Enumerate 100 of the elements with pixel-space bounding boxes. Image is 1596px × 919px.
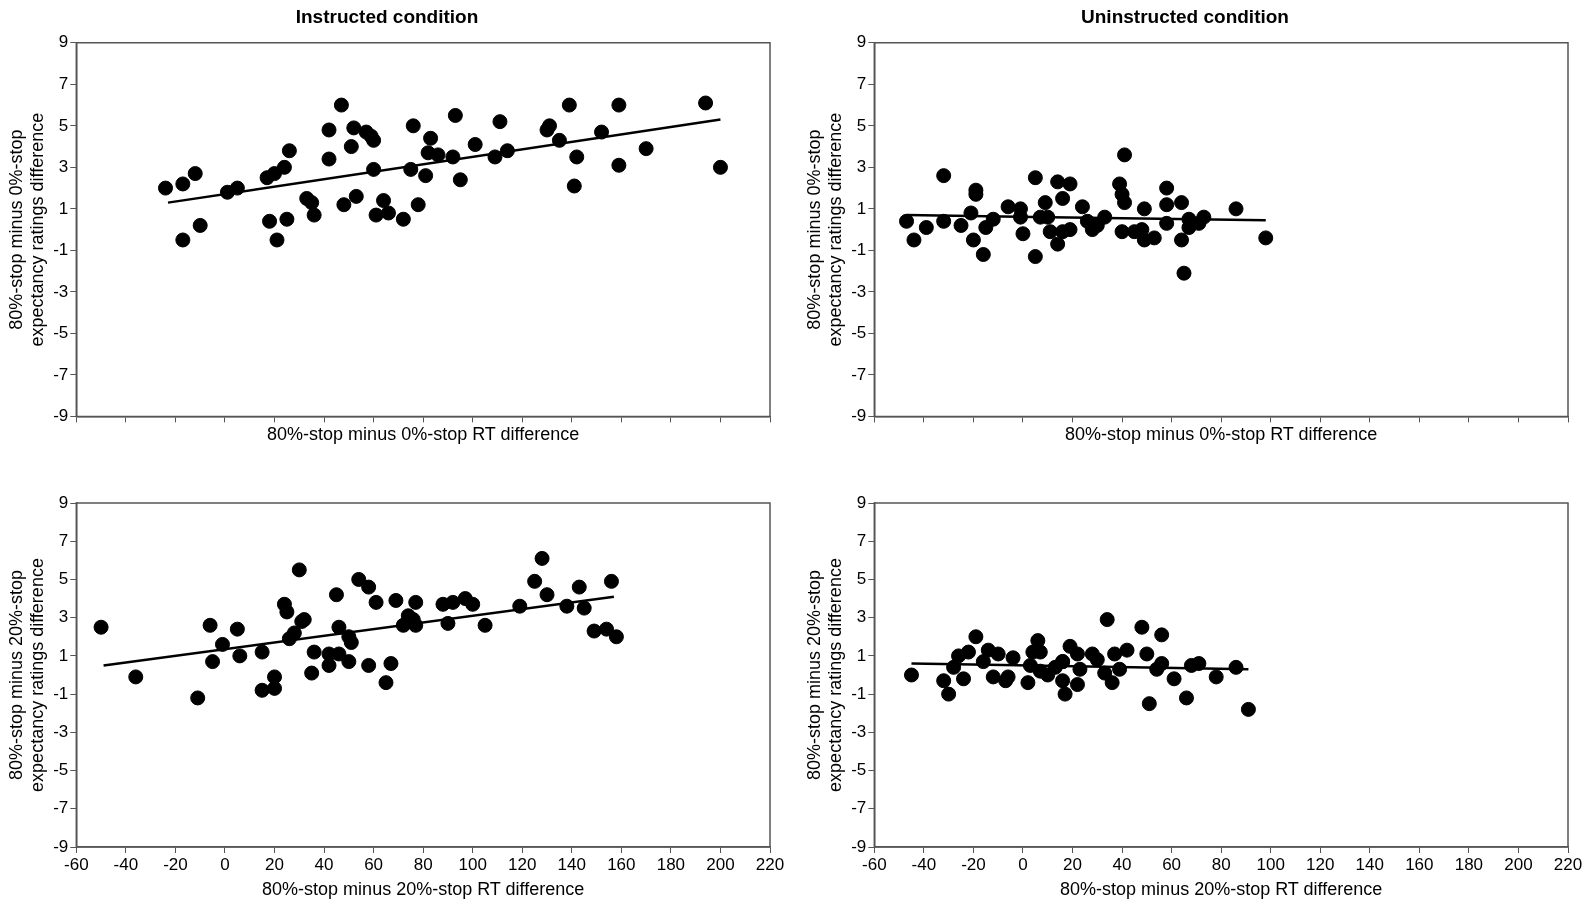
y-axis-title: 80%-stop minus 0%-stop expectancy ratings difference <box>803 112 846 347</box>
point <box>985 669 1001 685</box>
point <box>254 682 270 698</box>
point <box>276 159 292 175</box>
point <box>304 665 320 681</box>
point <box>1072 661 1088 677</box>
point <box>403 161 419 177</box>
x-axis-title: 80%-stop minus 20%-stop RT difference <box>262 879 585 900</box>
point <box>1159 180 1175 196</box>
point <box>279 604 295 620</box>
point <box>534 550 550 566</box>
point <box>1228 659 1244 675</box>
point <box>492 114 508 130</box>
y-tick-label: 9 <box>58 32 69 52</box>
point <box>93 619 109 635</box>
point <box>1114 224 1130 240</box>
point <box>1159 197 1175 213</box>
point <box>936 168 952 184</box>
point <box>603 573 619 589</box>
point <box>408 594 424 610</box>
point <box>378 675 394 691</box>
y-tick-label: 1 <box>58 645 69 665</box>
point <box>551 132 567 148</box>
point <box>1089 652 1105 668</box>
point <box>1240 701 1256 717</box>
point <box>1196 209 1212 225</box>
y-tick-label: 5 <box>856 115 867 135</box>
point <box>698 95 714 111</box>
point <box>229 621 245 637</box>
point <box>1154 656 1170 672</box>
point <box>445 149 461 165</box>
point <box>527 573 543 589</box>
x-tick-label: 200 <box>1504 854 1533 874</box>
y-tick-label: -5 <box>53 323 69 343</box>
point <box>1258 230 1274 246</box>
point <box>946 659 962 675</box>
point <box>576 600 592 616</box>
point <box>321 151 337 167</box>
point <box>452 172 468 188</box>
point <box>1050 236 1066 252</box>
point <box>205 654 221 670</box>
x-tick-label: 100 <box>1256 854 1285 874</box>
point <box>304 195 320 211</box>
x-tick-label: 80 <box>413 854 433 874</box>
y-tick-label: 5 <box>856 569 867 589</box>
point <box>1055 673 1071 689</box>
y-tick-label: 1 <box>856 198 867 218</box>
point <box>1097 209 1113 225</box>
point <box>368 207 384 223</box>
point <box>608 629 624 645</box>
y-tick-label: -3 <box>851 281 867 301</box>
point <box>512 598 528 614</box>
point <box>559 598 575 614</box>
point <box>594 124 610 140</box>
y-tick-label: 7 <box>856 74 867 93</box>
point <box>279 211 295 227</box>
point <box>1069 677 1085 693</box>
point <box>380 205 396 221</box>
point <box>336 197 352 213</box>
y-axis-title: 80%-stop minus 0%-stop expectancy ratings difference <box>5 112 48 347</box>
point <box>267 680 283 696</box>
point <box>1050 174 1066 190</box>
y-tick-label: 3 <box>58 157 69 177</box>
point <box>1208 669 1224 685</box>
point <box>586 623 602 639</box>
point <box>899 213 915 229</box>
point <box>376 193 392 209</box>
point <box>1136 201 1152 217</box>
point <box>346 120 362 136</box>
point <box>321 657 337 673</box>
point <box>214 636 230 652</box>
y-tick-label: -9 <box>851 406 867 426</box>
point <box>571 579 587 595</box>
point <box>1069 646 1085 662</box>
y-tick-label: 9 <box>856 32 867 52</box>
point <box>1037 195 1053 211</box>
point <box>1119 642 1135 658</box>
point <box>331 619 347 635</box>
x-tick-label: 180 <box>656 854 686 874</box>
x-tick-label: 100 <box>458 854 487 874</box>
point <box>1134 619 1150 635</box>
point <box>351 571 367 587</box>
y-tick-label: 3 <box>58 607 69 627</box>
point <box>1057 686 1073 702</box>
point <box>254 644 270 660</box>
y-tick-label: 9 <box>856 492 867 512</box>
x-tick-label: 20 <box>265 854 284 874</box>
point <box>985 211 1001 227</box>
point <box>1055 190 1071 206</box>
point <box>542 118 558 134</box>
y-tick-label: 7 <box>58 74 69 93</box>
point <box>361 579 377 595</box>
point <box>477 617 493 633</box>
point <box>383 656 399 672</box>
point <box>1042 224 1058 240</box>
point <box>598 621 614 637</box>
x-tick-label: -40 <box>113 854 139 874</box>
point <box>1027 170 1043 186</box>
point <box>368 594 384 610</box>
point <box>418 168 434 184</box>
